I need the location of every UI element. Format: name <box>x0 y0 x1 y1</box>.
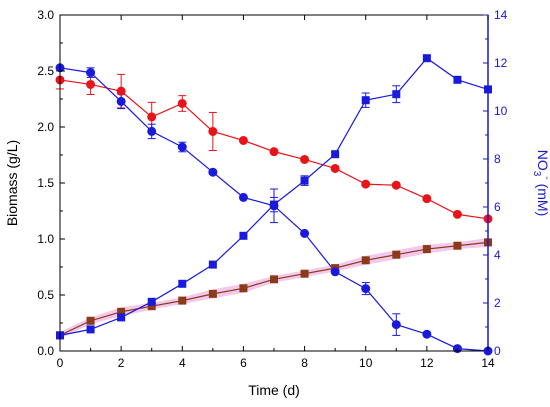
right-y-tick-label: 8 <box>494 152 501 166</box>
x-tick-label: 2 <box>118 356 125 370</box>
data-point-square <box>422 245 431 254</box>
data-point-square <box>392 250 401 259</box>
x-tick-label: 6 <box>240 356 247 370</box>
data-point-square <box>270 200 278 209</box>
right-y-axis-title: NO3- (mM) <box>531 150 550 216</box>
data-point-square <box>178 296 187 305</box>
data-point-circle <box>86 79 96 89</box>
data-point-circle <box>269 147 279 157</box>
data-point-square <box>361 256 370 265</box>
data-point-circle <box>452 209 462 219</box>
data-point-circle <box>238 135 248 145</box>
data-point-circle <box>300 228 310 238</box>
data-point-circle <box>147 126 157 136</box>
plot-frame <box>59 14 489 352</box>
right-y-axis-title-sup: - <box>541 176 550 179</box>
left-y-tick-label: 0.5 <box>37 288 54 302</box>
x-tick-label: 10 <box>359 356 373 370</box>
data-point-circle <box>361 179 371 189</box>
left-y-tick-label: 1.5 <box>37 176 54 190</box>
data-point-circle <box>238 192 248 202</box>
data-point-circle <box>208 126 218 136</box>
data-point-square <box>361 96 370 105</box>
x-tick-label: 12 <box>420 356 434 370</box>
data-point-circle <box>116 96 126 106</box>
data-point-circle <box>422 329 432 339</box>
data-point-circle <box>422 194 432 204</box>
data-point-circle <box>177 98 187 108</box>
data-point-square <box>453 241 462 250</box>
data-point-square <box>117 313 126 322</box>
data-point-circle <box>177 142 187 152</box>
data-point-square <box>147 297 156 306</box>
x-tick-label: 14 <box>481 356 495 370</box>
brown-series-error-band <box>60 237 488 339</box>
x-tick-label: 8 <box>301 356 308 370</box>
data-point-circle <box>300 154 310 164</box>
data-point-circle <box>208 167 218 177</box>
left-y-axis-title: Biomass (g/L) <box>4 140 20 226</box>
left-y-tick-label: 2.0 <box>37 120 54 134</box>
data-point-square <box>422 54 431 63</box>
data-point-square <box>239 284 248 293</box>
data-point-circle <box>147 112 157 122</box>
data-point-circle <box>116 86 126 96</box>
data-point-square <box>453 75 462 84</box>
right-y-tick-label: 6 <box>494 200 501 214</box>
x-axis-title: Time (d) <box>248 382 300 398</box>
data-point-square <box>300 176 309 185</box>
data-point-square <box>208 260 217 269</box>
left-y-tick-label: 0.0 <box>37 344 54 358</box>
axes: 0 2 4 6 8 10 12 14 0.0 0.5 1.0 1.5 2.0 2.5 3.0 0 2 4 6 8 10 1… <box>37 8 507 370</box>
right-y-tick-label: 2 <box>494 296 501 310</box>
right-y-tick-label: 12 <box>494 56 508 70</box>
right-y-tick-label: 14 <box>494 8 508 22</box>
data-point-square <box>300 269 309 278</box>
right-y-axis-title-sub: 3 <box>531 171 542 177</box>
x-tick-label: 0 <box>57 356 64 370</box>
data-markers <box>55 54 493 356</box>
data-point-square <box>208 289 217 298</box>
left-y-tick-label: 2.5 <box>37 64 54 78</box>
right-y-tick-label: 4 <box>494 248 501 262</box>
error-band <box>60 237 488 339</box>
data-point-circle <box>330 267 340 277</box>
data-point-circle <box>391 180 401 190</box>
right-y-axis-title-base: NO <box>535 150 550 171</box>
right-y-tick-label: 0 <box>494 344 501 358</box>
data-point-circle <box>391 320 401 330</box>
data-point-circle <box>86 68 96 78</box>
data-point-circle <box>330 163 340 173</box>
x-tick-label: 4 <box>179 356 186 370</box>
right-y-axis-title-unit: (mM) <box>535 180 550 217</box>
data-point-square <box>331 150 340 159</box>
left-y-tick-label: 1.0 <box>37 232 54 246</box>
data-point-square <box>392 90 401 99</box>
data-point-circle <box>361 284 371 294</box>
data-point-square <box>86 325 95 334</box>
data-point-square <box>86 316 95 325</box>
data-point-square <box>270 275 278 284</box>
data-point-square <box>178 279 187 288</box>
data-point-square <box>239 231 248 240</box>
left-y-tick-label: 3.0 <box>37 8 54 22</box>
right-y-tick-label: 10 <box>494 104 508 118</box>
